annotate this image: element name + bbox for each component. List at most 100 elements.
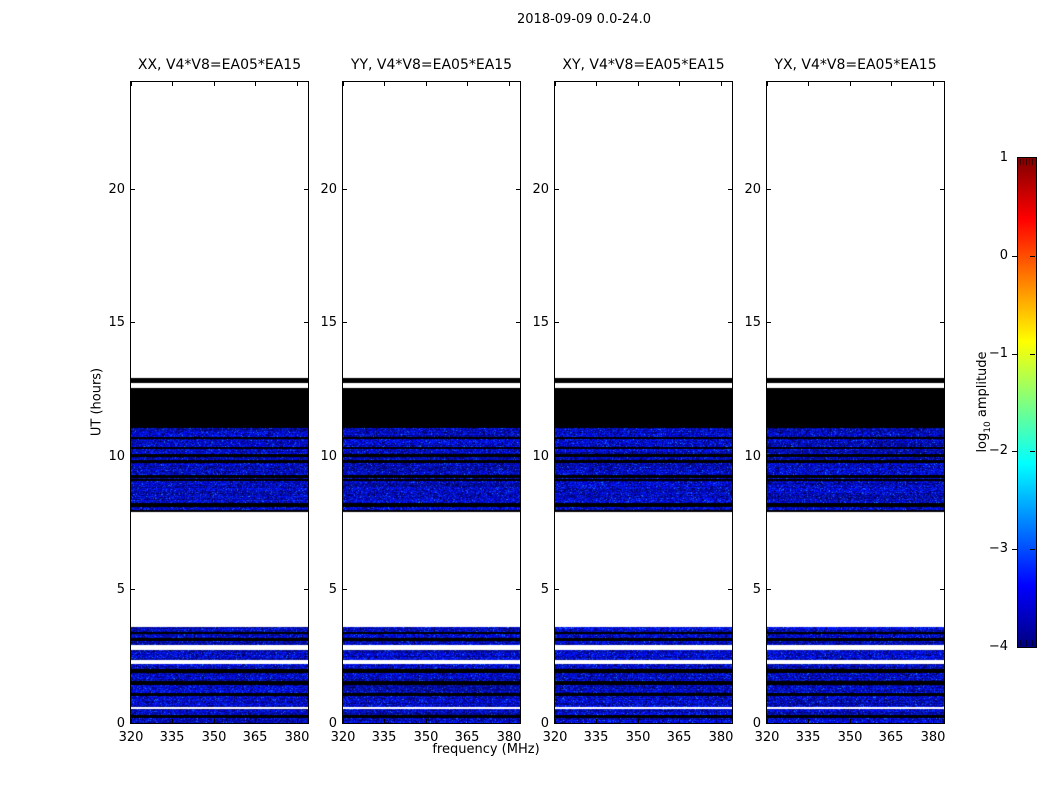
x-tick-bottom <box>596 719 597 723</box>
y-tick-label: 5 <box>540 582 549 597</box>
x-axis-label: frequency (MHz) <box>432 742 540 757</box>
colorbar-tick-label: −4 <box>988 639 1008 654</box>
x-tick-label: 320 <box>754 730 780 745</box>
colorbar-tick-label: −3 <box>988 541 1008 556</box>
y-tick-right <box>728 189 732 190</box>
x-tick-bottom <box>131 719 132 723</box>
y-tick-left <box>131 189 135 190</box>
y-tick-right <box>728 456 732 457</box>
x-tick-label: 350 <box>413 730 439 745</box>
x-tick-top <box>255 82 256 86</box>
colorbar-tick-left <box>1012 451 1018 452</box>
y-tick-right <box>304 589 308 590</box>
y-tick-left <box>343 456 347 457</box>
y-tick-label: 15 <box>320 315 337 330</box>
x-tick-top <box>596 82 597 86</box>
x-tick-top <box>679 82 680 86</box>
x-tick-top <box>509 82 510 86</box>
y-tick-right <box>940 189 944 190</box>
x-tick-bottom <box>933 719 934 723</box>
y-tick-right <box>304 723 308 724</box>
x-tick-label: 380 <box>284 730 310 745</box>
y-tick-right <box>940 456 944 457</box>
y-tick-label: 10 <box>744 449 761 464</box>
x-tick-top <box>555 82 556 86</box>
x-tick-bottom <box>343 719 344 723</box>
y-tick-right <box>516 589 520 590</box>
x-tick-bottom <box>891 719 892 723</box>
x-tick-label: 365 <box>878 730 904 745</box>
x-tick-top <box>297 82 298 86</box>
y-tick-left <box>555 723 559 724</box>
y-tick-left <box>131 589 135 590</box>
x-tick-bottom <box>297 719 298 723</box>
y-tick-label: 20 <box>108 182 125 197</box>
colorbar-label-sub: 10 <box>982 421 993 433</box>
y-tick-left <box>767 322 771 323</box>
y-tick-left <box>767 723 771 724</box>
y-tick-right <box>940 723 944 724</box>
x-tick-top <box>933 82 934 86</box>
panel-title-xy: XY, V4*V8=EA05*EA15 <box>562 57 725 73</box>
panel-title-yy: YY, V4*V8=EA05*EA15 <box>350 57 513 73</box>
y-tick-label: 10 <box>320 449 337 464</box>
y-tick-left <box>131 456 135 457</box>
colorbar-tick-label: −1 <box>988 346 1008 361</box>
x-tick-top <box>767 82 768 86</box>
x-tick-label: 320 <box>118 730 144 745</box>
x-tick-label: 320 <box>330 730 356 745</box>
x-tick-top <box>384 82 385 86</box>
y-tick-label: 20 <box>320 182 337 197</box>
x-tick-bottom <box>214 719 215 723</box>
colorbar <box>1017 157 1037 648</box>
y-tick-right <box>516 189 520 190</box>
y-tick-left <box>767 189 771 190</box>
x-tick-label: 335 <box>583 730 609 745</box>
panel-title-yx: YX, V4*V8=EA05*EA15 <box>774 57 937 73</box>
y-tick-label: 5 <box>328 582 337 597</box>
x-tick-label: 335 <box>159 730 185 745</box>
x-tick-label: 365 <box>454 730 480 745</box>
x-tick-label: 380 <box>496 730 522 745</box>
y-tick-label: 0 <box>752 716 761 731</box>
x-tick-label: 380 <box>708 730 734 745</box>
y-tick-right <box>304 322 308 323</box>
colorbar-tick-left <box>1012 256 1018 257</box>
colorbar-tick-label: 1 <box>999 150 1008 165</box>
y-tick-left <box>767 456 771 457</box>
y-tick-label: 5 <box>752 582 761 597</box>
y-tick-right <box>728 589 732 590</box>
y-tick-label: 15 <box>108 315 125 330</box>
x-tick-label: 350 <box>201 730 227 745</box>
x-tick-bottom <box>555 719 556 723</box>
y-axis-label: UT (hours) <box>89 367 105 437</box>
y-tick-right <box>516 723 520 724</box>
x-tick-top <box>131 82 132 86</box>
colorbar-tick-inner <box>1030 354 1035 355</box>
x-tick-bottom <box>426 719 427 723</box>
y-tick-left <box>343 322 347 323</box>
x-tick-top <box>808 82 809 86</box>
y-tick-label: 20 <box>532 182 549 197</box>
y-tick-left <box>343 723 347 724</box>
colorbar-tick-left <box>1012 354 1018 355</box>
x-tick-bottom <box>638 719 639 723</box>
y-tick-right <box>728 322 732 323</box>
x-tick-bottom <box>808 719 809 723</box>
y-tick-right <box>940 589 944 590</box>
x-tick-bottom <box>679 719 680 723</box>
x-tick-top <box>891 82 892 86</box>
x-tick-top <box>172 82 173 86</box>
colorbar-tick-left <box>1012 549 1018 550</box>
y-tick-left <box>555 589 559 590</box>
y-tick-left <box>131 723 135 724</box>
colorbar-end-hatch-bottom <box>1020 640 1033 646</box>
colorbar-tick-label: 0 <box>999 248 1008 263</box>
y-tick-label: 15 <box>744 315 761 330</box>
colorbar-end-hatch-top <box>1020 159 1033 165</box>
colorbar-tick-inner <box>1030 549 1035 550</box>
y-tick-label: 20 <box>744 182 761 197</box>
x-tick-bottom <box>384 719 385 723</box>
x-tick-bottom <box>509 719 510 723</box>
heatmap-canvas-xy <box>555 82 732 723</box>
